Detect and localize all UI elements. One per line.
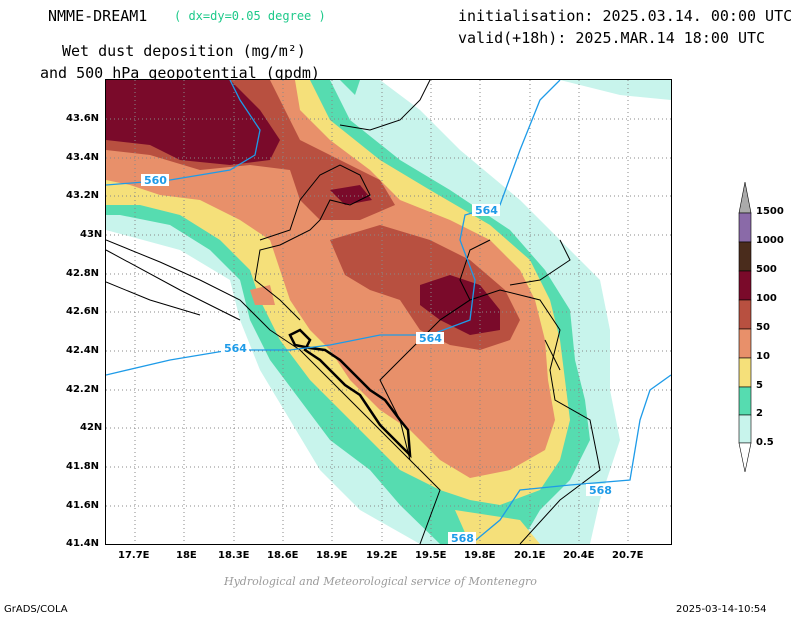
y-tick-43-2: 43.2N	[66, 190, 100, 201]
x-tick-18-6: 18.6E	[267, 550, 299, 561]
footer-timestamp: 2025-03-14-10:54	[676, 604, 767, 615]
legend-1000: 1000	[756, 235, 784, 246]
y-tick-41-4: 41.4N	[66, 538, 100, 549]
contour-label-564-b: 564	[224, 342, 247, 355]
montenegro-border	[288, 328, 412, 459]
y-tick-42-4: 42.4N	[66, 345, 100, 356]
x-tick-19-8: 19.8E	[464, 550, 496, 561]
init-time: initialisation: 2025.03.14. 00:00 UTC	[458, 7, 793, 25]
dust-band-10	[106, 80, 555, 478]
legend-50: 50	[756, 322, 770, 333]
geopotential-contours	[106, 80, 671, 544]
legend-5: 5	[756, 380, 763, 391]
x-tick-17-7: 17.7E	[118, 550, 150, 561]
legend-0-5: 0.5	[756, 437, 774, 448]
borders	[106, 80, 601, 544]
y-tick-42: 42N	[80, 422, 103, 433]
dust-band-100	[106, 80, 280, 165]
grid-lines	[106, 80, 671, 544]
credit-line: Hydrological and Meteorological service …	[224, 575, 537, 588]
x-tick-18-3: 18.3E	[218, 550, 250, 561]
contour-label-568-b: 568	[451, 532, 474, 545]
y-tick-43-4: 43.4N	[66, 152, 100, 163]
y-tick-43: 43N	[80, 229, 103, 240]
y-tick-41-6: 41.6N	[66, 500, 100, 511]
legend-1500: 1500	[756, 206, 784, 217]
y-tick-43-6: 43.6N	[66, 113, 100, 124]
x-tick-20-4: 20.4E	[563, 550, 595, 561]
valid-time: valid(+18h): 2025.MAR.14 18:00 UTC	[458, 29, 766, 47]
contour-label-564-c: 564	[419, 332, 442, 345]
variable-title-1: Wet dust deposition (mg/m²)	[62, 42, 306, 60]
footer-left: GrADS/COLA	[4, 604, 68, 615]
x-tick-20-7: 20.7E	[612, 550, 644, 561]
contour-label-560: 560	[144, 174, 167, 187]
x-tick-20-1: 20.1E	[514, 550, 546, 561]
model-name: NMME-DREAM1	[48, 7, 148, 25]
legend-2: 2	[756, 408, 763, 419]
resolution-note: ( dx=dy=0.05 degree )	[174, 9, 326, 23]
legend-500: 500	[756, 264, 777, 275]
y-tick-42-2: 42.2N	[66, 384, 100, 395]
x-tick-19-2: 19.2E	[366, 550, 398, 561]
contour-label-564-a: 564	[475, 204, 498, 217]
colorbar	[738, 181, 752, 473]
y-tick-41-8: 41.8N	[66, 461, 100, 472]
x-tick-18-9: 18.9E	[316, 550, 348, 561]
y-tick-42-6: 42.6N	[66, 306, 100, 317]
variable-title-2: and 500 hPa geopotential (gpdm)	[40, 64, 320, 82]
legend-10: 10	[756, 351, 770, 362]
x-tick-19-5: 19.5E	[415, 550, 447, 561]
y-tick-42-8: 42.8N	[66, 268, 100, 279]
legend-100: 100	[756, 293, 777, 304]
x-tick-18: 18E	[176, 550, 197, 561]
contour-label-568-a: 568	[589, 484, 612, 497]
